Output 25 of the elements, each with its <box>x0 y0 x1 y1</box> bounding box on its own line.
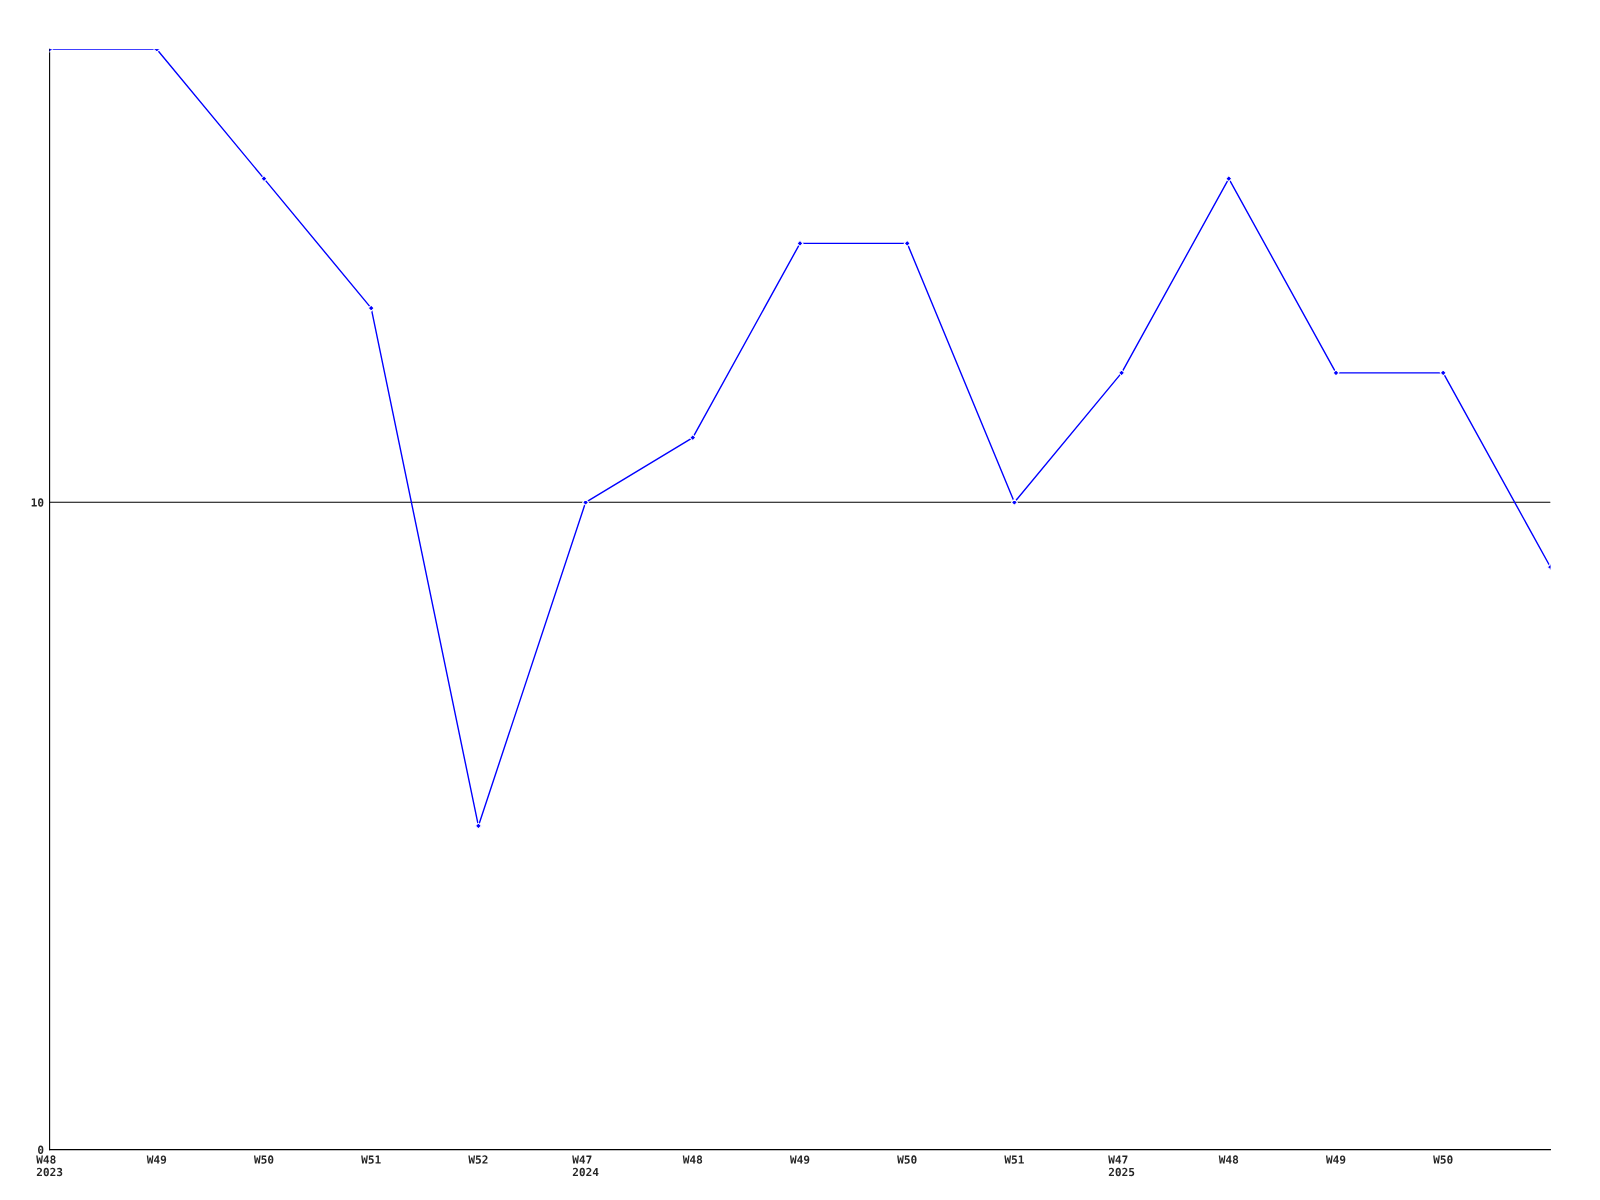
x-tick-label: W48 <box>682 1155 703 1164</box>
x-tick-label: W47 2025 <box>1108 1155 1135 1177</box>
y-tick-label: 10 <box>31 498 44 507</box>
x-tick-label: W51 <box>361 1155 381 1164</box>
x-tick-label: W48 2023 <box>36 1155 63 1177</box>
point <box>1010 498 1018 506</box>
point <box>796 239 804 247</box>
x-tick-label: W49 <box>146 1155 167 1164</box>
x-tick-label: W50 <box>897 1155 917 1164</box>
x-tick-label: W49 <box>1325 1155 1346 1164</box>
x-tick-label: W48 <box>1218 1155 1239 1164</box>
point <box>1439 369 1447 377</box>
point <box>903 239 911 247</box>
point <box>474 822 482 830</box>
y-tick-label: 0 <box>38 1145 44 1154</box>
x-tick-label: W49 <box>789 1155 810 1164</box>
x-tick-label: W50 <box>1433 1155 1453 1164</box>
point <box>1225 175 1233 183</box>
x-tick-label: W51 <box>1004 1155 1024 1164</box>
point <box>367 304 375 312</box>
x-tick-label: W47 2024 <box>572 1155 599 1177</box>
x-tick-label: W50 <box>253 1155 274 1164</box>
point <box>260 175 268 183</box>
x-tick-label: W52 <box>468 1155 488 1164</box>
point <box>1118 369 1126 377</box>
